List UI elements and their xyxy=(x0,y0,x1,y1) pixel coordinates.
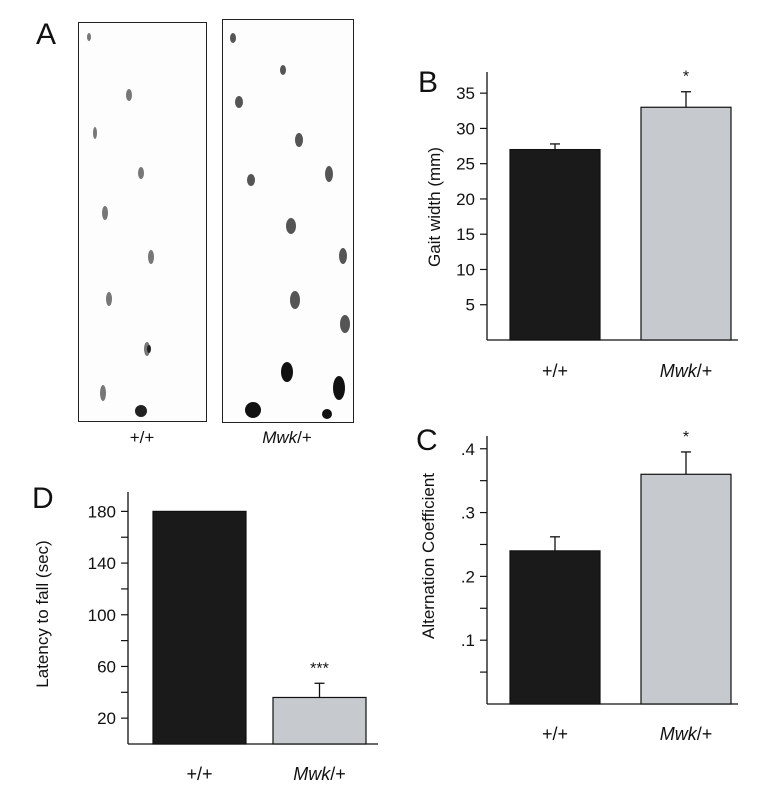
strip-label-mutant-suffix: /+ xyxy=(297,428,312,447)
bar-d-wildtype xyxy=(152,510,247,745)
chart-panel-b: B 5 10 15 20 25 30 35 Gait width (mm) +/+ * Mwk/+ xyxy=(418,66,738,381)
footprint-strip-mutant xyxy=(222,19,354,423)
y-tick-label-b: 5 xyxy=(466,296,475,315)
category-label-b: Mwk/+ xyxy=(660,361,713,381)
y-tick-label-c: .2 xyxy=(461,567,475,586)
significance-mark-b: * xyxy=(683,69,689,86)
y-tick-label-d: 20 xyxy=(97,709,116,728)
y-tick-label-d: 100 xyxy=(88,606,116,625)
footprint-strip-wildtype xyxy=(78,22,207,422)
chart-panel-d: D 20 60 100 140 180 Latency to fall (sec) +/+ **… xyxy=(32,482,378,784)
category-label-c: +/+ xyxy=(542,724,568,744)
bar-b-wildtype xyxy=(509,148,601,341)
y-tick-label-b: 35 xyxy=(456,84,475,103)
footprint-pattern-mutant xyxy=(230,33,350,419)
strip-label-mutant: Mwk/+ xyxy=(217,428,357,448)
y-tick-label-b: 25 xyxy=(456,155,475,174)
panel-d-letter: D xyxy=(32,482,54,515)
bar-c-wildtype xyxy=(509,550,601,705)
bar-c-mutant xyxy=(640,473,732,705)
category-label-d: Mwk/+ xyxy=(293,764,346,784)
strip-label-wildtype: +/+ xyxy=(72,428,212,448)
y-tick-label-d: 180 xyxy=(88,502,116,521)
y-tick-label-d: 60 xyxy=(97,657,116,676)
y-tick-label-b: 20 xyxy=(456,190,475,209)
y-tick-label-b: 30 xyxy=(456,119,475,138)
y-tick-label-c: .3 xyxy=(461,504,475,523)
category-label-d: +/+ xyxy=(186,764,212,784)
y-axis-label-c: Alternation Coefficient xyxy=(419,473,438,639)
category-label-c: Mwk/+ xyxy=(660,724,713,744)
y-tick-label-c: .1 xyxy=(461,631,475,650)
y-tick-label-b: 10 xyxy=(456,260,475,279)
bar-d-mutant xyxy=(272,696,367,745)
panel-c-letter: C xyxy=(416,424,438,457)
panel-b-letter: B xyxy=(418,66,438,99)
category-label-b: +/+ xyxy=(542,361,568,381)
bar-b-mutant xyxy=(640,106,732,341)
strip-label-wildtype-text: +/+ xyxy=(129,428,155,447)
chart-panel-c: C .1 .2 .3 .4 Alternation Coefficient +/+ * Mwk/… xyxy=(416,424,738,744)
significance-mark-d: *** xyxy=(310,660,329,677)
strip-label-mutant-italic: Mwk xyxy=(262,428,298,447)
y-tick-label-d: 140 xyxy=(88,554,116,573)
y-axis-label-b: Gait width (mm) xyxy=(425,147,444,267)
y-axis-label-d: Latency to fall (sec) xyxy=(33,540,52,687)
y-tick-label-c: .4 xyxy=(461,440,475,459)
y-tick-label-b: 15 xyxy=(456,225,475,244)
footprint-pattern-wildtype xyxy=(87,33,154,417)
significance-mark-c: * xyxy=(683,429,689,446)
panel-a-letter: A xyxy=(36,18,57,51)
